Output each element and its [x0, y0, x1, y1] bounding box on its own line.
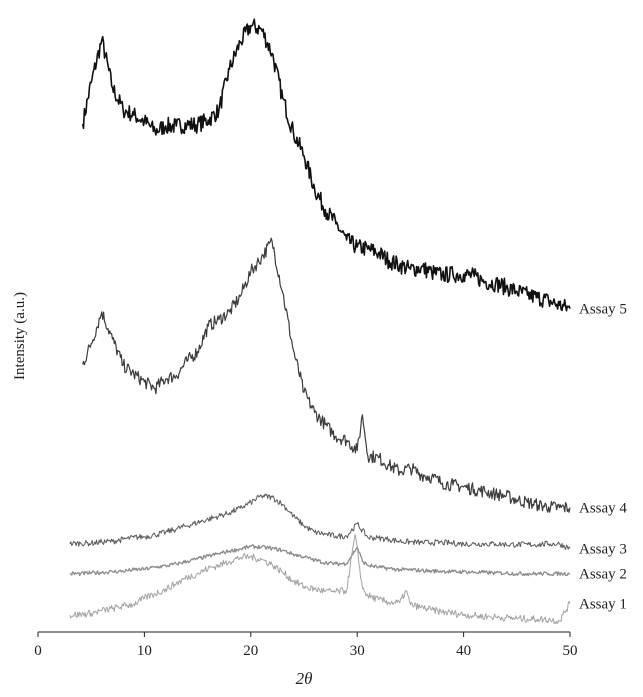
series-label-assay-4: Assay 4: [579, 501, 627, 517]
x-axis-label: 2θ: [296, 669, 313, 688]
x-tick-label: 0: [34, 643, 42, 659]
x-tick-label: 20: [243, 643, 258, 659]
series-line-assay-1: [69, 534, 571, 625]
series-layer: [69, 18, 571, 625]
series-line-assay-5: [81, 18, 571, 312]
series-label-assay-2: Assay 2: [579, 567, 627, 583]
x-tick-label: 50: [563, 643, 578, 659]
series-line-assay-3: [69, 493, 571, 550]
x-ticks: 0 10 20 30 40 50: [34, 632, 578, 659]
series-label-assay-3: Assay 3: [579, 541, 627, 557]
series-label-assay-1: Assay 1: [579, 596, 627, 612]
x-tick-label: 10: [137, 643, 152, 659]
series-labels: Assay 5 Assay 4 Assay 3 Assay 2 Assay 1: [579, 302, 627, 613]
series-line-assay-2: [69, 544, 571, 577]
series-label-assay-5: Assay 5: [579, 302, 627, 318]
x-tick-label: 30: [350, 643, 365, 659]
y-axis-label: Intensity (a.u.): [12, 292, 28, 380]
series-line-assay-4: [82, 237, 571, 513]
x-tick-label: 40: [456, 643, 471, 659]
